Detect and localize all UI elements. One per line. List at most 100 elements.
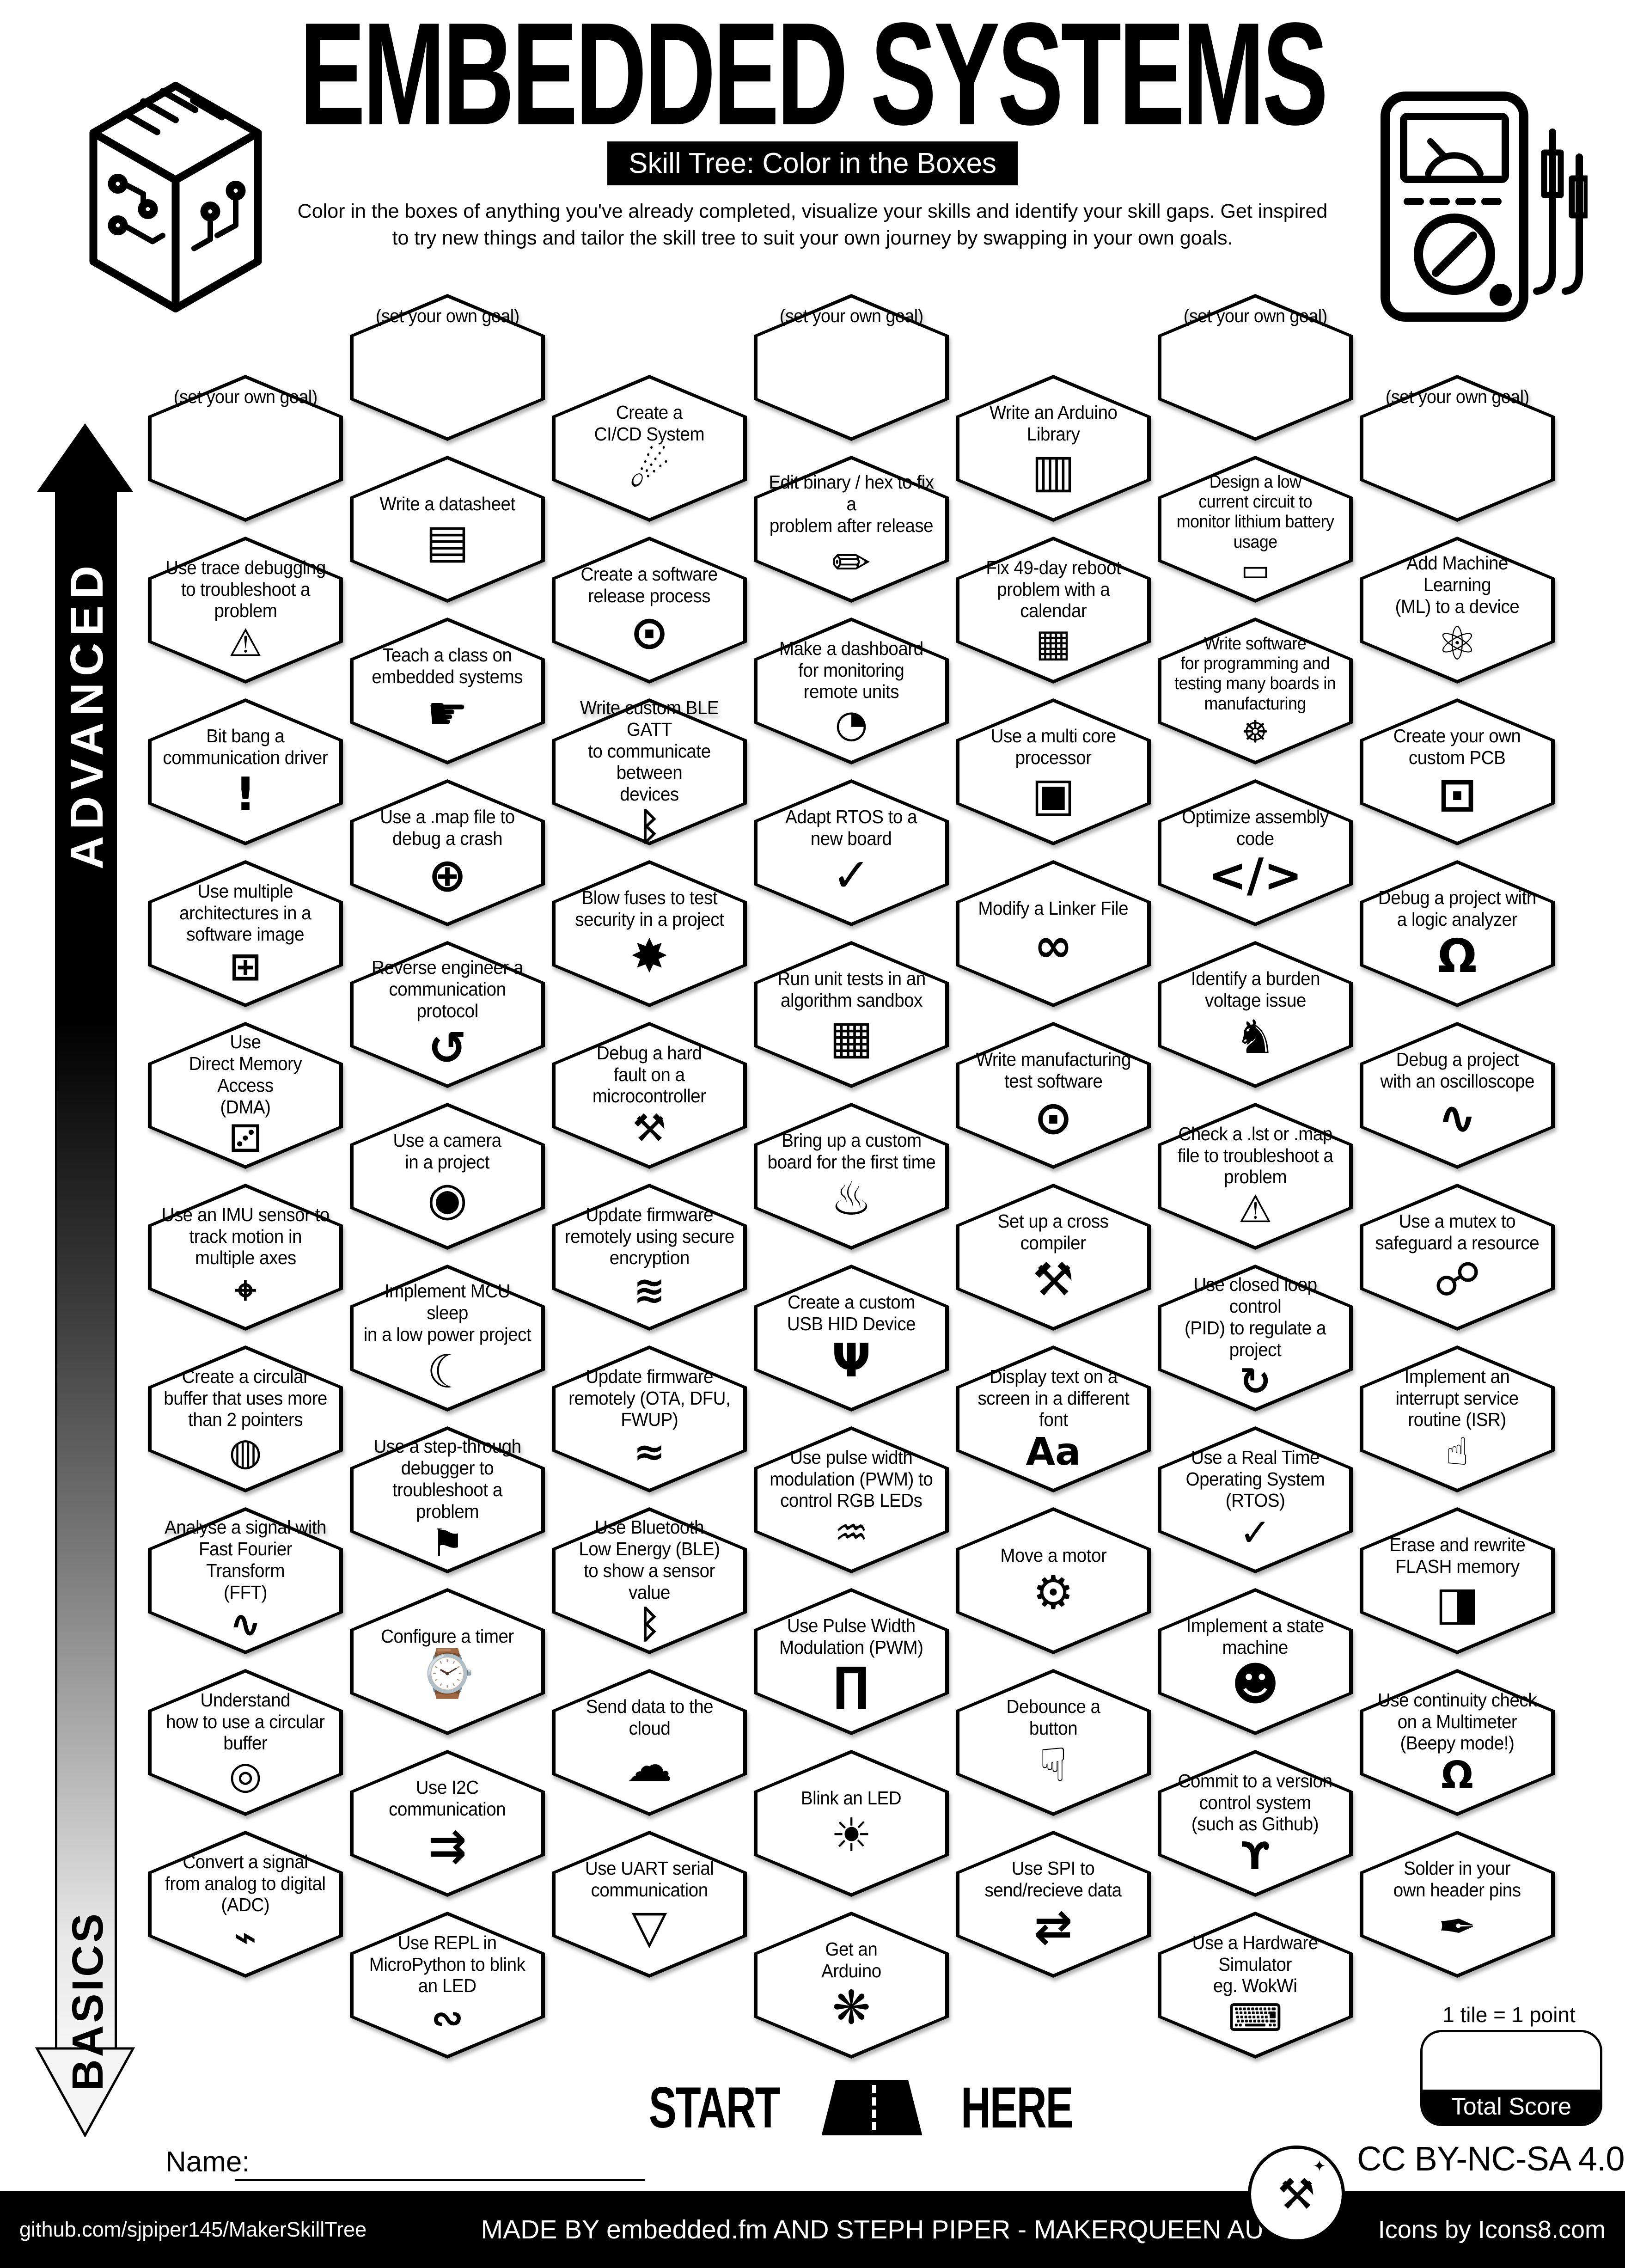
hex-tile[interactable]: Optimize assembly code </> [1158, 779, 1353, 926]
hex-tile[interactable]: Convert a signal from analog to digital … [148, 1831, 343, 1978]
hex-tile[interactable]: Create a CI/CD System ☄ [552, 375, 747, 522]
hex-tile[interactable]: (set your own goal) [1360, 375, 1555, 522]
hex-tile[interactable]: Create a software release process ⊙ [552, 537, 747, 684]
gear-loop-icon: ↺ [428, 1021, 467, 1075]
hex-tile[interactable]: (set your own goal) [1158, 294, 1353, 441]
footer-icons-credit[interactable]: Icons by Icons8.com [1378, 2215, 1606, 2244]
hex-tile[interactable]: Use a Real Time Operating System (RTOS) ✓ [1158, 1426, 1353, 1573]
hex-tile[interactable]: Use Bluetooth Low Energy (BLE) to show a… [552, 1507, 747, 1654]
hex-tile[interactable]: Use continuity check on a Multimeter (Be… [1360, 1669, 1555, 1816]
hex-tile[interactable]: Commit to a version control system (such… [1158, 1750, 1353, 1897]
bus-arrows-icon: ⇉ [428, 1819, 467, 1873]
hex-tile[interactable]: Send data to the cloud ☁ [552, 1669, 747, 1816]
hex-tile[interactable]: Modify a Linker File ∞ [956, 860, 1151, 1007]
hex-tile[interactable]: Debounce a button ☟ [956, 1669, 1151, 1816]
hex-label: Make a dashboard for monitoring remote u… [779, 637, 923, 703]
donkey-icon: ♞ [1234, 1010, 1276, 1064]
name-input[interactable] [235, 2179, 645, 2181]
hex-label: Commit to a version control system (such… [1178, 1770, 1332, 1835]
hex-tile[interactable]: Use multiple architectures in a software… [148, 860, 343, 1007]
hex-tile[interactable]: Implement MCU sleep in a low power proje… [350, 1265, 545, 1412]
hex-tile[interactable]: Identify a burden voltage issue ♞ [1158, 941, 1353, 1088]
hex-tile[interactable]: Create your own custom PCB ⊡ [1360, 698, 1555, 845]
hex-label: Use a camera in a project [393, 1129, 502, 1173]
led-icon: ☀ [831, 1808, 872, 1862]
hex-tile[interactable]: Use trace debugging to troubleshoot a pr… [148, 537, 343, 684]
hex-label: Use I2C communication [389, 1776, 506, 1820]
motor-icon: ⚙ [1032, 1565, 1074, 1620]
hex-tile[interactable]: Configure a timer ⌚ [350, 1588, 545, 1735]
hex-tile[interactable]: Bring up a custom board for the first ti… [754, 1103, 949, 1250]
robot-icon: ☻ [1231, 1657, 1280, 1712]
hex-tile[interactable]: Write custom BLE GATT to communicate bet… [552, 697, 747, 846]
hex-tile[interactable]: Set up a cross compiler ⚒ [956, 1184, 1151, 1331]
hex-tile[interactable]: Add Machine Learning (ML) to a device ⚛ [1360, 537, 1555, 684]
monitor-alert-icon: ⚠ [1238, 1187, 1272, 1232]
hex-tile[interactable]: Understand how to use a circular buffer ◎ [148, 1669, 343, 1816]
total-score-input[interactable] [1423, 2032, 1600, 2090]
hex-tile[interactable]: Teach a class on embedded systems ☛ [350, 617, 545, 764]
hex-tile[interactable]: Solder in your own header pins ✒ [1360, 1831, 1555, 1978]
hex-tile[interactable]: Move a motor ⚙ [956, 1507, 1151, 1654]
hex-tile[interactable]: Use a multi core processor ▣ [956, 698, 1151, 845]
hex-label: Solder in your own header pins [1393, 1857, 1521, 1901]
hex-tile[interactable]: (set your own goal) [754, 294, 949, 441]
hex-tile[interactable]: Update firmware remotely using secure en… [552, 1184, 747, 1331]
hex-tile[interactable]: Fix 49-day reboot problem with a calenda… [956, 537, 1151, 684]
hex-tile[interactable]: Use UART serial communication ▽ [552, 1831, 747, 1978]
hex-tile[interactable]: (set your own goal) [148, 375, 343, 522]
hex-tile[interactable]: Run unit tests in an algorithm sandbox ▦ [754, 941, 949, 1088]
hex-label: Implement an interrupt service routine (… [1395, 1365, 1519, 1430]
hex-tile[interactable]: Create a circular buffer that uses more … [148, 1345, 343, 1492]
hex-tile[interactable]: Use a mutex to safeguard a resource ☍ [1360, 1184, 1555, 1331]
signal-waves-icon: ♒ [834, 1511, 868, 1555]
hex-tile[interactable]: Edit binary / hex to fix a problem after… [754, 456, 949, 603]
hex-tile[interactable]: Debug a project with a logic analyzer Ω [1360, 860, 1555, 1007]
hex-tile[interactable]: Write an Arduino Library ▥ [956, 375, 1151, 522]
hex-tile[interactable]: Make a dashboard for monitoring remote u… [754, 617, 949, 764]
hex-tile[interactable]: Write a datasheet ▤ [350, 456, 545, 603]
hex-tile[interactable]: Implement an interrupt service routine (… [1360, 1345, 1555, 1492]
hex-tile[interactable]: Blow fuses to test security in a project… [552, 860, 747, 1007]
hex-tile[interactable]: Write manufacturing test software ⊙ [956, 1022, 1151, 1169]
hex-tile[interactable]: Use a Hardware Simulator eg. WokWi ⌨ [1158, 1912, 1353, 2059]
hex-tile[interactable]: Check a .lst or .map file to troubleshoo… [1158, 1103, 1353, 1250]
hex-tile[interactable]: Use pulse width modulation (PWM) to cont… [754, 1426, 949, 1573]
hex-tile[interactable]: Use a .map file to debug a crash ⊕ [350, 779, 545, 926]
hex-tile[interactable]: Get an Arduino ❋ [754, 1912, 949, 2059]
hex-tile[interactable]: Display text on a screen in a different … [956, 1345, 1151, 1492]
hex-tile[interactable]: Update firmware remotely (OTA, DFU, FWUP… [552, 1345, 747, 1492]
hex-tile[interactable]: Use SPI to send/recieve data ⇄ [956, 1831, 1151, 1978]
hex-tile[interactable]: Reverse engineer a communication protoco… [350, 941, 545, 1088]
hex-tile[interactable]: Create a custom USB HID Device Ψ [754, 1265, 949, 1412]
hex-tile[interactable]: Analyse a signal with Fast Fourier Trans… [148, 1507, 343, 1654]
hex-tile[interactable]: Debug a hard fault on a microcontroller ⚒ [552, 1022, 747, 1169]
hex-label: Display text on a screen in a different … [977, 1365, 1129, 1430]
footer-repo-link[interactable]: github.com/sjpiper145/MakerSkillTree [19, 2217, 367, 2241]
hex-tile[interactable]: Blink an LED ☀ [754, 1750, 949, 1897]
hex-tile[interactable]: Use an IMU sensor to track motion in mul… [148, 1184, 343, 1331]
hex-tile[interactable]: Use closed loop control (PID) to regulat… [1158, 1265, 1353, 1412]
hex-tile[interactable]: Bit bang a communication driver! [148, 698, 343, 845]
globe-icon: ⊕ [428, 848, 467, 903]
hex-tile[interactable]: Use a step-through debugger to troublesh… [350, 1426, 545, 1573]
hex-label: Use multiple architectures in a software… [179, 880, 312, 945]
hex-tile[interactable]: Write software for programming and testi… [1158, 617, 1353, 764]
hex-tile[interactable]: Adapt RTOS to a new board ✓ [754, 779, 949, 926]
hex-label: Use a step-through debugger to troublesh… [373, 1436, 521, 1522]
hex-tile[interactable]: Debug a project with an oscilloscope ∿ [1360, 1022, 1555, 1169]
wifi-icon: ≈ [633, 1430, 666, 1474]
hex-label: Use closed loop control (PID) to regulat… [1185, 1274, 1326, 1360]
footer-bar: github.com/sjpiper145/MakerSkillTree MAD… [0, 2191, 1625, 2268]
hex-tile[interactable]: Use Direct Memory Access (DMA) ⚂ [148, 1022, 343, 1169]
hex-tile[interactable]: Implement a state machine ☻ [1158, 1588, 1353, 1735]
hex-tile[interactable]: Use I2C communication ⇉ [350, 1750, 545, 1897]
hex-label: Debug a project with an oscilloscope [1380, 1048, 1534, 1092]
hex-label: Use pulse width modulation (PWM) to cont… [770, 1446, 933, 1511]
hex-tile[interactable]: Use REPL in MicroPython to blink an LED ∾ [350, 1912, 545, 2059]
hex-tile[interactable]: (set your own goal) [350, 294, 545, 441]
hex-tile[interactable]: Use Pulse Width Modulation (PWM) ∏ [754, 1588, 949, 1735]
hex-tile[interactable]: Design a low current circuit to monitor … [1158, 456, 1353, 603]
hex-tile[interactable]: Erase and rewrite FLASH memory ◨ [1360, 1507, 1555, 1654]
hex-tile[interactable]: Use a camera in a project ◉ [350, 1103, 545, 1250]
